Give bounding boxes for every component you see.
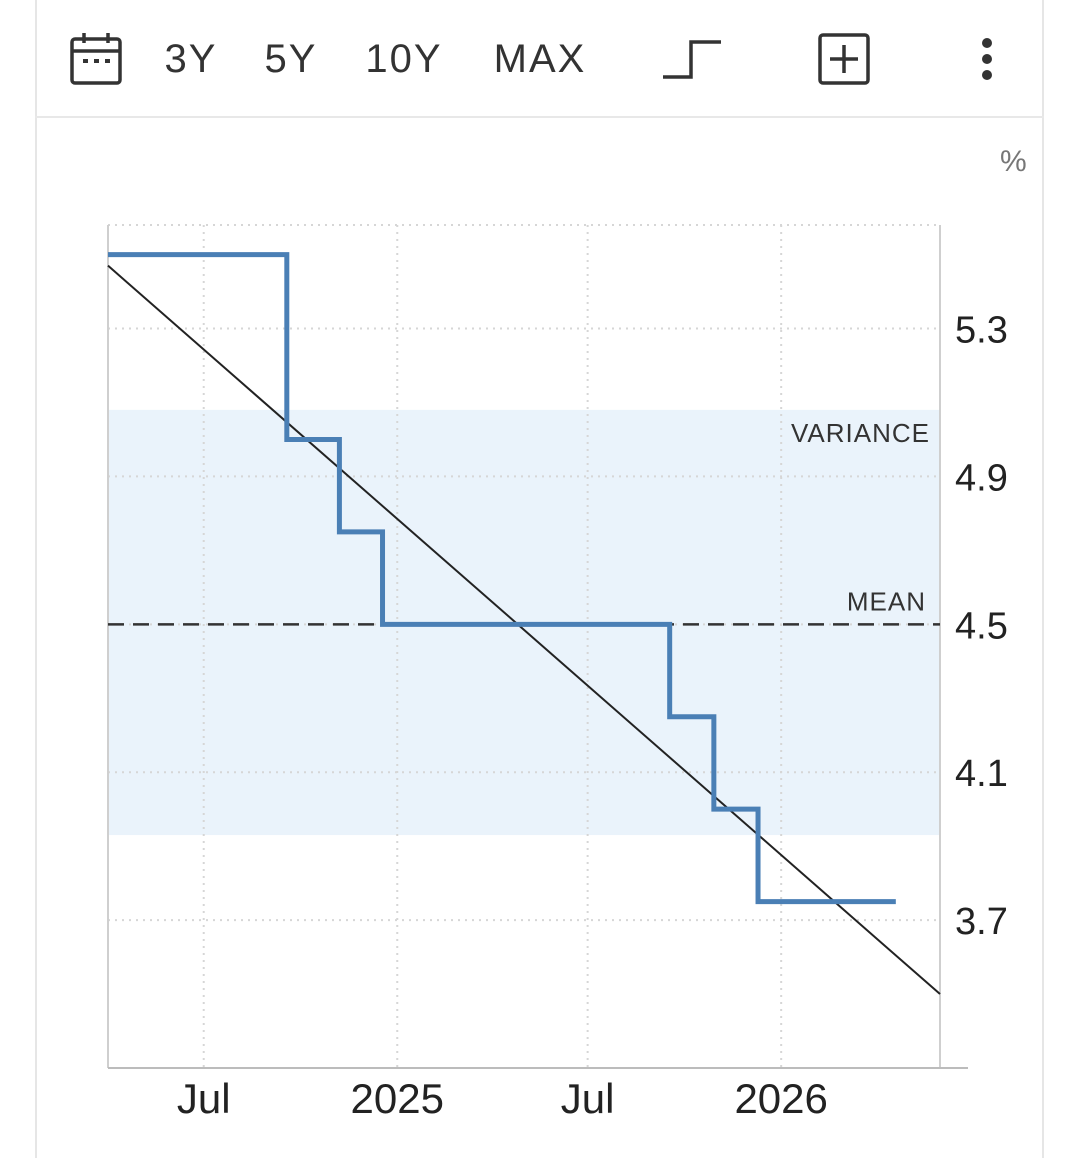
y-tick-label: 4.1 (955, 753, 1008, 795)
x-tick-label: Jul (561, 1075, 615, 1122)
chart-toolbar: 3Y 5Y 10Y MAX (0, 0, 1080, 116)
y-tick-label: 4.5 (955, 605, 1008, 647)
x-tick-label: Jul (177, 1075, 231, 1122)
series-line (108, 252, 896, 905)
toolbar-divider (35, 116, 1044, 118)
y-tick-label: 4.9 (955, 457, 1008, 499)
range-3y-button[interactable]: 3Y (164, 36, 218, 81)
y-tick-label: 5.3 (955, 310, 1008, 352)
mean-label: MEAN (847, 586, 926, 616)
variance-label: VARIANCE (791, 418, 930, 448)
range-10y-button[interactable]: 10Y (365, 36, 443, 81)
plus-box-icon[interactable] (816, 33, 872, 85)
range-max-button[interactable]: MAX (493, 36, 587, 81)
x-tick-label: 2026 (734, 1075, 827, 1122)
y-tick-label: 3.7 (955, 901, 1008, 943)
calendar-icon[interactable] (68, 33, 124, 85)
step-line-icon[interactable] (660, 34, 724, 84)
chart-frame (35, 0, 1044, 1158)
trend-line (107, 264, 941, 995)
unit-label: % (1000, 145, 1027, 178)
range-5y-button[interactable]: 5Y (264, 36, 318, 81)
x-tick-label: 2025 (351, 1075, 444, 1122)
more-vertical-icon[interactable] (972, 34, 1002, 84)
